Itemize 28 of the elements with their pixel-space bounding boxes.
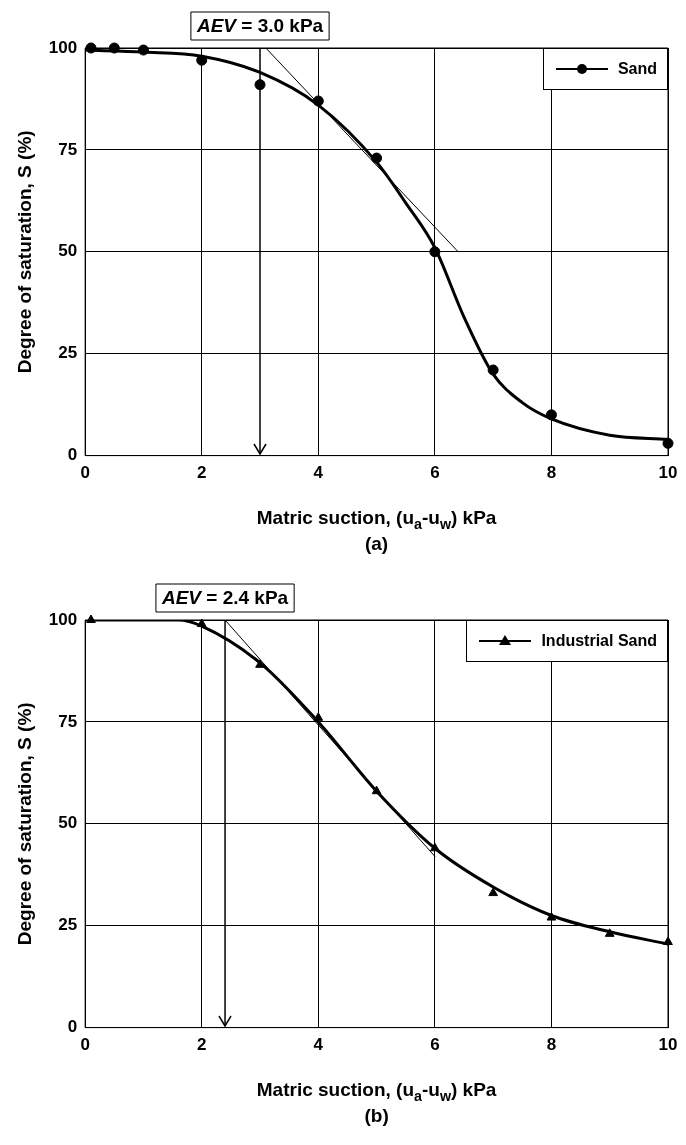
text: (a): [364, 532, 389, 554]
x-tick-label: 8: [546, 463, 557, 483]
x-tick-label: 10: [658, 1035, 678, 1055]
x-tick-label: 2: [197, 463, 207, 483]
x-tick-label: 6: [430, 463, 440, 483]
x-tick-label: 4: [313, 1035, 324, 1055]
ref-line-label: AEV = 3.0 kPa: [195, 15, 324, 37]
y-tick-label: 100: [48, 37, 78, 57]
legend-label: Sand: [617, 60, 657, 78]
x-tick-label: 10: [658, 463, 678, 483]
x-tick-label: 6: [430, 1035, 440, 1055]
y-tick-label: 75: [58, 711, 78, 731]
y-axis-title: Degree of saturation, S (%): [13, 702, 35, 946]
y-tick-label: 0: [67, 1017, 78, 1037]
y-tick-label: 50: [58, 813, 78, 833]
x-tick-label: 4: [313, 463, 324, 483]
text: (b): [364, 1104, 389, 1126]
ref-line-label: AEV = 2.4 kPa: [160, 587, 289, 609]
y-tick-label: 0: [67, 445, 78, 465]
y-tick-label: 50: [58, 241, 78, 261]
y-axis-title: Degree of saturation, S (%): [13, 130, 35, 374]
y-tick-label: 75: [58, 139, 78, 159]
x-tick-label: 2: [197, 1035, 207, 1055]
y-tick-label: 100: [48, 609, 78, 629]
y-tick-label: 25: [58, 343, 78, 363]
legend-label: Industrial Sand: [541, 632, 657, 650]
x-tick-label: 8: [546, 1035, 557, 1055]
y-tick-label: 25: [58, 915, 78, 935]
